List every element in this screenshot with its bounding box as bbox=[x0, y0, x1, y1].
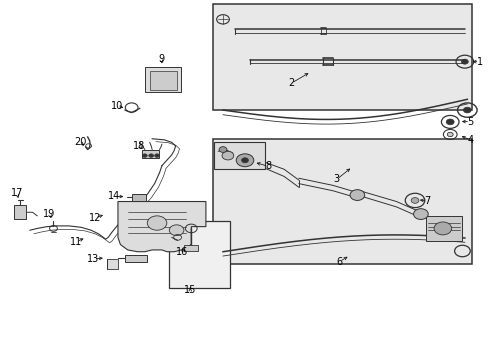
Bar bbox=[214, 141, 265, 169]
Bar bbox=[132, 194, 147, 201]
Circle shape bbox=[350, 190, 365, 201]
Text: 3: 3 bbox=[334, 174, 340, 184]
Text: 13: 13 bbox=[87, 254, 99, 264]
Bar bbox=[145, 67, 181, 92]
Circle shape bbox=[219, 147, 227, 152]
Text: 9: 9 bbox=[158, 54, 164, 64]
Bar bbox=[14, 205, 26, 220]
Bar bbox=[213, 139, 472, 264]
Circle shape bbox=[462, 59, 468, 64]
Text: 16: 16 bbox=[176, 247, 189, 257]
Text: 11: 11 bbox=[70, 237, 82, 247]
Text: 4: 4 bbox=[467, 135, 473, 145]
Bar bbox=[426, 216, 463, 241]
Bar bbox=[107, 259, 118, 269]
Text: 8: 8 bbox=[266, 161, 271, 171]
Bar bbox=[125, 255, 147, 262]
Circle shape bbox=[147, 216, 167, 230]
Circle shape bbox=[155, 154, 159, 157]
Bar bbox=[213, 4, 472, 110]
Circle shape bbox=[236, 154, 254, 167]
Text: 14: 14 bbox=[108, 191, 120, 201]
Polygon shape bbox=[118, 202, 206, 252]
Circle shape bbox=[447, 132, 453, 136]
Text: 1: 1 bbox=[476, 57, 483, 67]
Circle shape bbox=[222, 151, 234, 160]
Text: 19: 19 bbox=[44, 209, 56, 219]
Bar bbox=[220, 151, 255, 169]
Circle shape bbox=[149, 154, 154, 157]
Circle shape bbox=[446, 119, 454, 125]
Circle shape bbox=[411, 198, 419, 203]
Circle shape bbox=[169, 225, 184, 235]
Text: 15: 15 bbox=[184, 285, 196, 296]
Bar bbox=[169, 221, 230, 288]
Text: 20: 20 bbox=[74, 138, 87, 147]
Text: 10: 10 bbox=[111, 102, 123, 112]
Text: 18: 18 bbox=[133, 141, 146, 151]
Circle shape bbox=[242, 158, 248, 163]
Circle shape bbox=[434, 222, 452, 235]
Text: 7: 7 bbox=[424, 196, 430, 206]
Circle shape bbox=[414, 209, 428, 220]
Text: 2: 2 bbox=[288, 78, 294, 88]
Text: 6: 6 bbox=[336, 257, 343, 267]
Bar bbox=[184, 244, 198, 251]
Text: 12: 12 bbox=[89, 213, 101, 223]
Bar bbox=[143, 149, 159, 158]
Circle shape bbox=[143, 154, 147, 157]
Text: 5: 5 bbox=[467, 117, 473, 127]
Bar bbox=[150, 71, 176, 90]
Circle shape bbox=[464, 107, 471, 113]
Text: 17: 17 bbox=[11, 188, 23, 198]
